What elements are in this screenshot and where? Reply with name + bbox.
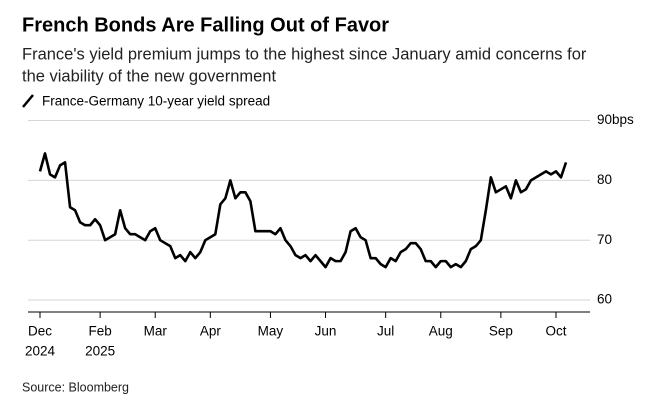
x-tick-label: Sep <box>489 324 513 339</box>
y-tick-label: 60 <box>597 292 612 307</box>
x-tick-year: 2024 <box>25 344 56 359</box>
legend-label: France-Germany 10-year yield spread <box>42 94 270 109</box>
x-tick-label: May <box>258 324 284 339</box>
source: Source: Bloomberg <box>22 380 129 394</box>
x-tick-label: Aug <box>429 324 453 339</box>
y-tick-label: 70 <box>597 232 612 247</box>
x-tick-label: Feb <box>88 324 111 339</box>
chart-subtitle: France's yield premium jumps to the high… <box>22 45 587 63</box>
y-tick-label: 80 <box>597 172 612 187</box>
chart-subtitle: the viability of the new government <box>22 67 276 85</box>
x-tick-label: Dec <box>28 324 52 339</box>
chart-title: French Bonds Are Falling Out of Favor <box>22 14 389 36</box>
x-tick-label: Oct <box>545 324 566 339</box>
x-tick-year: 2025 <box>85 344 115 359</box>
x-tick-label: Jul <box>377 324 394 339</box>
line-series <box>38 152 568 269</box>
x-tick-label: Mar <box>144 324 168 339</box>
legend-swatch <box>22 94 34 108</box>
x-tick-label: Jun <box>315 324 337 339</box>
y-tick-label: 90bps <box>597 112 634 127</box>
x-tick-label: Apr <box>200 324 222 339</box>
